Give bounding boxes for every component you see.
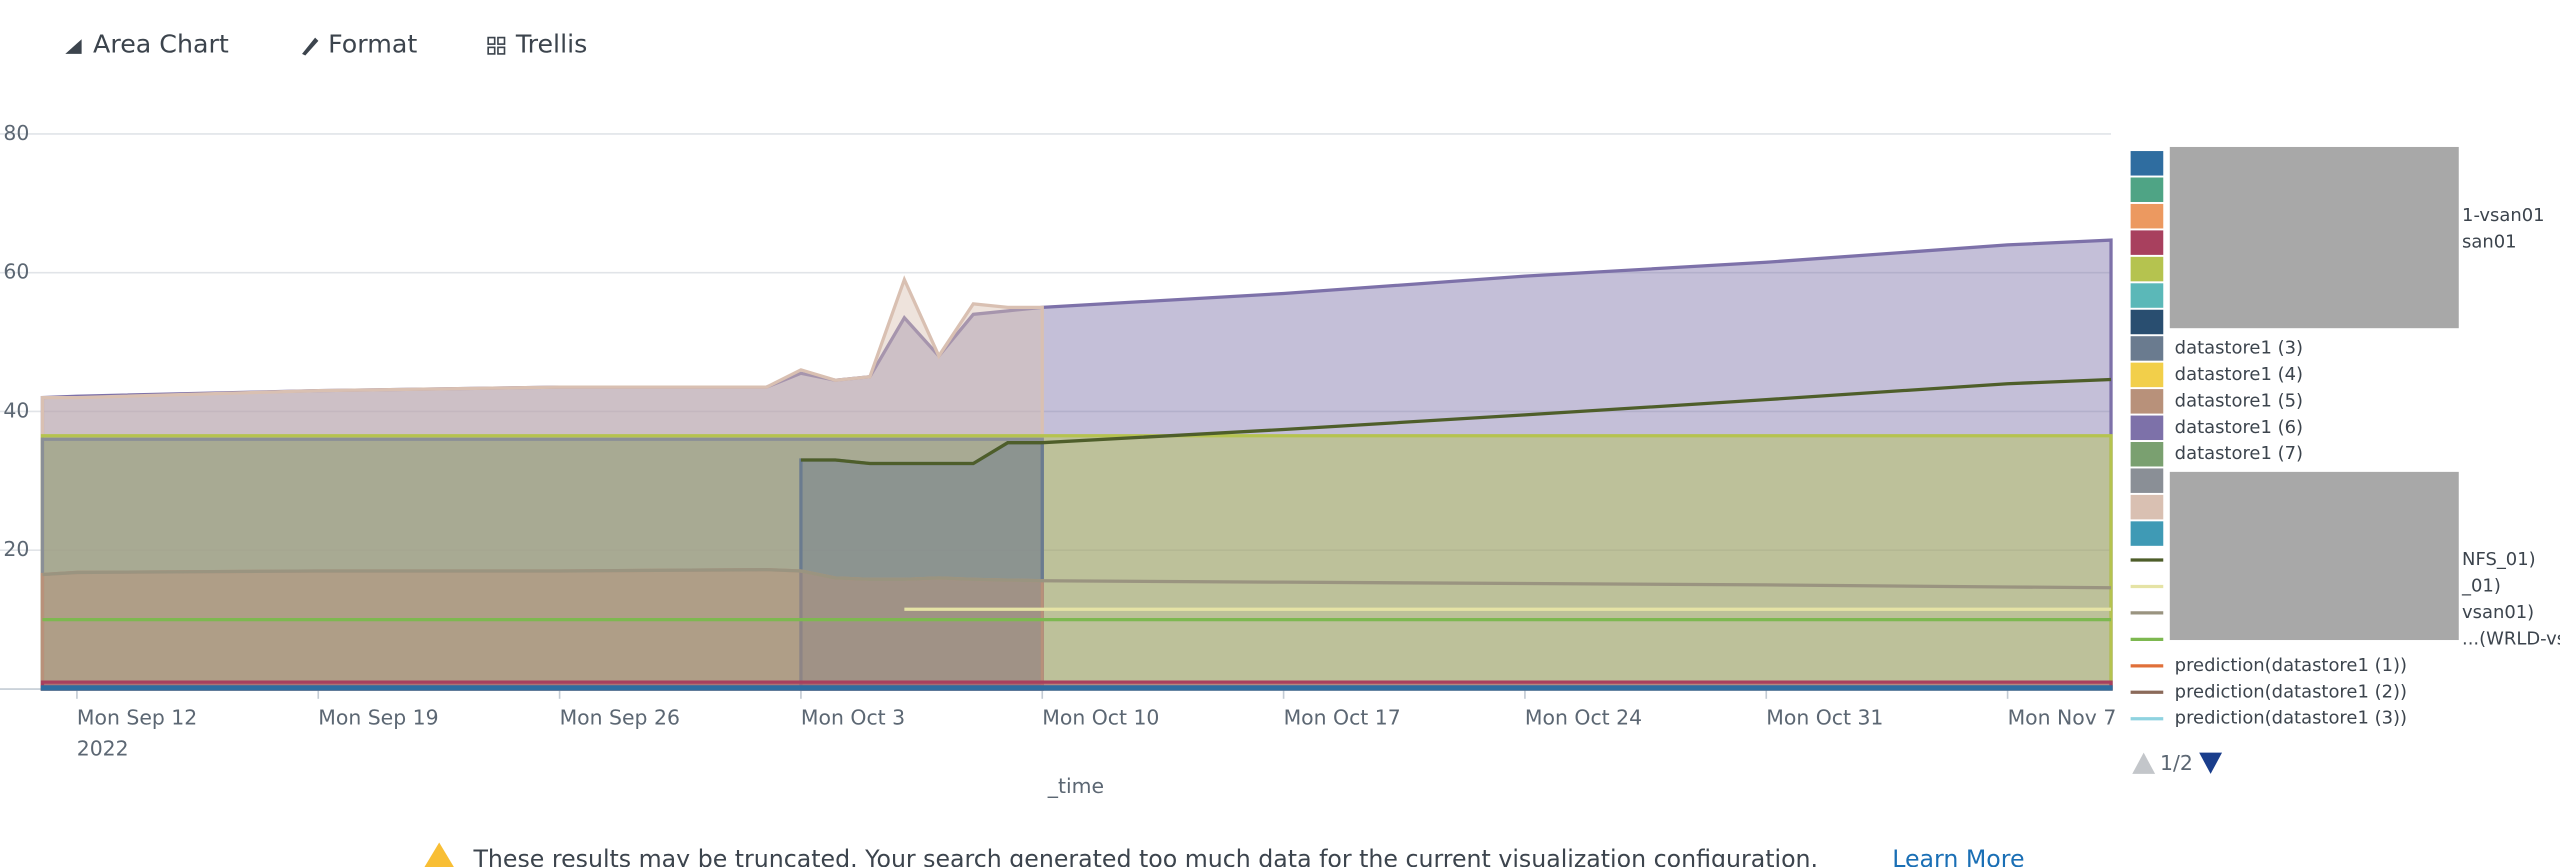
legend-label: _01): [2461, 575, 2501, 596]
toolbar: Area Chart Format Trellis: [65, 30, 587, 59]
y-tick-label: 80: [3, 121, 29, 145]
learn-more-link[interactable]: Learn More: [1892, 845, 2024, 867]
area: [40, 685, 2113, 691]
legend-label: datastore1 (4): [2175, 364, 2303, 385]
legend-swatch: [2130, 151, 2164, 176]
x-tick-label: Mon Sep 26: [560, 705, 680, 729]
legend-label: 1-vsan01: [2462, 205, 2545, 226]
legend-swatch: [2130, 468, 2164, 493]
x-tick-label: Mon Oct 3: [801, 705, 905, 729]
legend-swatch: [2130, 309, 2164, 335]
legend-swatch: [2130, 203, 2164, 229]
format-icon: [302, 37, 319, 56]
legend-swatch: [2130, 389, 2164, 414]
legend-label: prediction(datastore1 (3)): [2175, 708, 2407, 729]
notice-text: These results may be truncated. Your sea…: [472, 845, 1818, 867]
line: [42, 568, 2112, 590]
format-button[interactable]: Format: [302, 30, 417, 59]
redaction: [2169, 146, 2459, 329]
legend-label: NFS_01): [2462, 549, 2536, 570]
legend-label: datastore1 (3): [2175, 337, 2303, 358]
plot: 20 40 60 80 Mon Sep 12 Mon Sep 19 Mon Sep 26 Mo…: [0, 121, 2116, 729]
legend-label: san01: [2462, 232, 2517, 253]
legend-label: datastore1 (5): [2175, 390, 2303, 411]
legend-label: datastore1 (7): [2175, 443, 2303, 464]
x-tick-label: Mon Oct 24: [1525, 705, 1642, 729]
legend-label: ...(WRLD-vsan01): [2462, 628, 2560, 649]
y-tick-label: 40: [3, 398, 29, 422]
next-page[interactable]: [2199, 752, 2223, 774]
legend-label: datastore1 (6): [2175, 417, 2303, 438]
area-icon: [65, 39, 82, 54]
redaction: [2169, 471, 2459, 641]
legend-swatch: [2130, 362, 2164, 388]
legend-swatch: [2130, 494, 2164, 520]
area-chart-button[interactable]: Area Chart: [65, 30, 229, 59]
page-indicator: 1/2: [2160, 751, 2193, 775]
legend-swatch: [2130, 415, 2164, 441]
legend-label: prediction(datastore1 (1)): [2175, 655, 2407, 676]
area: [40, 434, 2113, 691]
trellis-button[interactable]: Trellis: [487, 30, 587, 59]
x-axis-title: _time: [1047, 774, 1104, 799]
x-year-label: 2022: [77, 736, 129, 760]
area: [40, 568, 1044, 691]
toolbar-label: Format: [328, 30, 417, 59]
x-tick-label: Mon Nov 7: [2008, 705, 2117, 729]
legend-swatch: [2130, 441, 2164, 467]
trellis-icon: [487, 36, 506, 55]
legend-swatch: [2130, 177, 2164, 202]
warning-icon: [424, 842, 454, 867]
x-tick-label: Mon Oct 31: [1766, 705, 1883, 729]
x-tick-label: Mon Oct 10: [1042, 705, 1159, 729]
x-tick-label: Mon Sep 19: [318, 705, 438, 729]
legend-label: prediction(datastore1 (2)): [2175, 681, 2407, 702]
toolbar-label: Trellis: [515, 30, 587, 59]
legend: 1-vsan01 san01 datastore1 (3) datastore1 (4…: [2130, 151, 2560, 729]
legend-pager: 1/2: [2132, 751, 2223, 775]
x-tick-label: Mon Sep 12: [77, 705, 197, 729]
toolbar-label: Area Chart: [93, 30, 229, 59]
y-tick-label: 20: [3, 537, 29, 561]
y-tick-label: 60: [3, 260, 29, 284]
legend-swatch: [2130, 256, 2164, 282]
area: [40, 275, 1044, 691]
prev-page[interactable]: [2132, 752, 2156, 774]
area: [40, 437, 1044, 691]
x-tick-label: Mon Oct 17: [1284, 705, 1401, 729]
legend-swatch: [2130, 283, 2164, 308]
legend-swatch: [2130, 521, 2164, 546]
legend-swatch: [2130, 336, 2164, 361]
notice: These results may be truncated. Your sea…: [424, 842, 2025, 867]
line: [800, 377, 2112, 466]
legend-swatch: [2130, 230, 2164, 255]
legend-label: vsan01): [2462, 602, 2534, 623]
